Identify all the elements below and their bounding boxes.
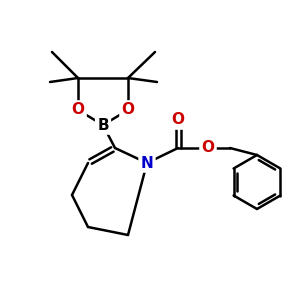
Text: O: O (202, 140, 214, 155)
Text: B: B (97, 118, 109, 133)
Text: O: O (122, 103, 134, 118)
Text: O: O (172, 112, 184, 128)
Text: N: N (141, 155, 153, 170)
Text: O: O (71, 103, 85, 118)
